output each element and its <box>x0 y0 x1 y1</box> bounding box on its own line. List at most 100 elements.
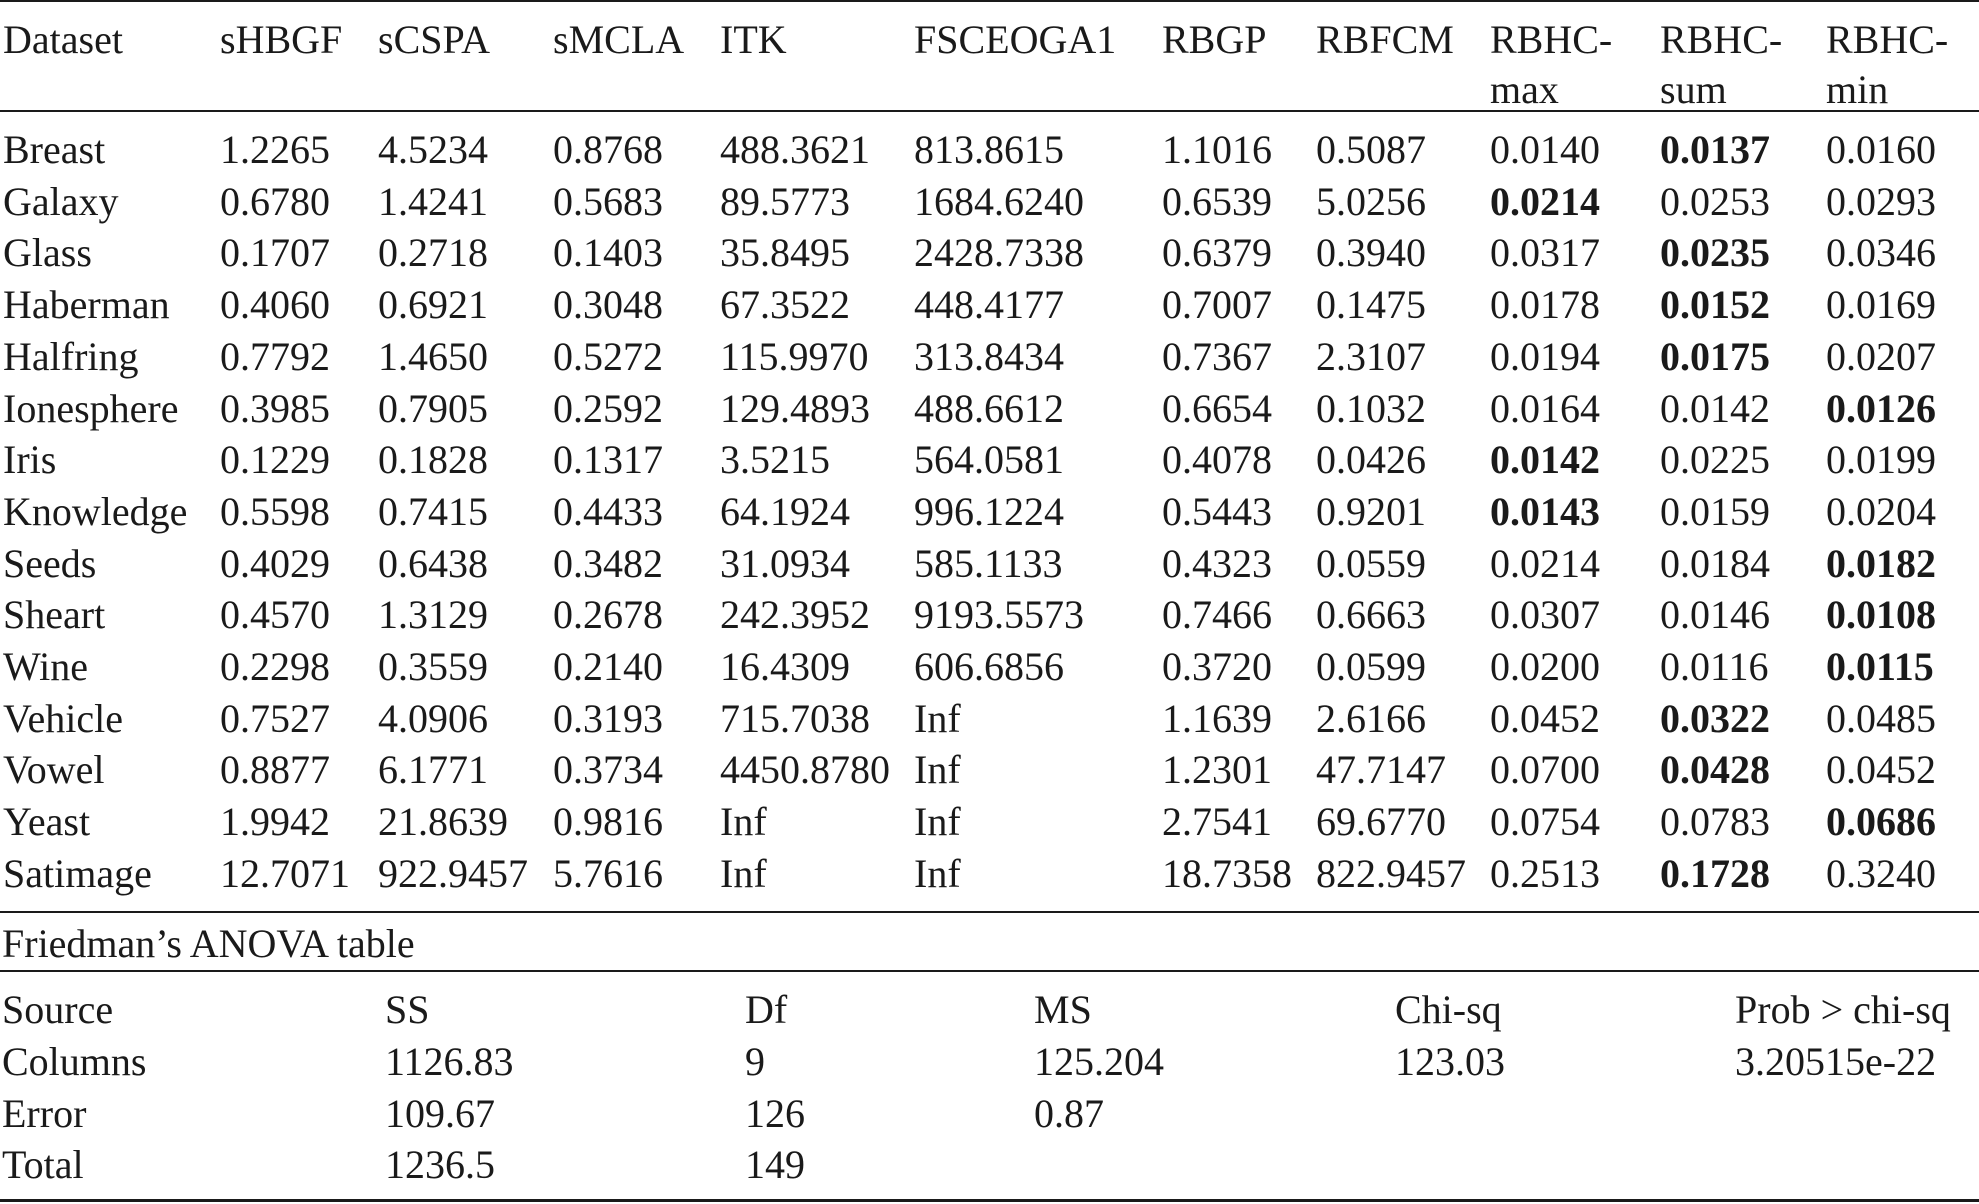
table-cell: 0.0194 <box>1490 333 1600 379</box>
anova-cell: 109.67 <box>385 1090 495 1136</box>
table-cell: 0.7905 <box>378 385 488 431</box>
table-cell: 0.3734 <box>553 747 663 793</box>
table-cell: 822.9457 <box>1316 850 1466 896</box>
best-value-cell: 0.0152 <box>1660 282 1770 328</box>
table-rule-3 <box>0 970 1979 972</box>
table-cell: 115.9970 <box>720 333 869 379</box>
anova-source: Total <box>2 1142 84 1187</box>
table-cell: 0.9201 <box>1316 488 1426 534</box>
table-cell: 0.8877 <box>220 747 330 793</box>
table-cell: 0.4323 <box>1162 540 1272 586</box>
table-cell: 1.2301 <box>1162 747 1272 793</box>
table-cell: 0.4433 <box>553 488 663 534</box>
dataset-name: Wine <box>3 644 89 689</box>
table-cell: 715.7038 <box>720 695 870 741</box>
table-cell: 2.6166 <box>1316 695 1426 741</box>
table-cell: 0.0178 <box>1490 282 1600 328</box>
table-cell: 0.3940 <box>1316 230 1426 276</box>
table-cell: 0.7415 <box>378 488 488 534</box>
column-header: sum <box>1660 67 1727 112</box>
best-value-cell: 0.0182 <box>1826 540 1936 586</box>
table-cell: 1684.6240 <box>914 178 1084 224</box>
table-cell: 564.0581 <box>914 437 1064 483</box>
table-cell: 2.7541 <box>1162 799 1272 845</box>
best-value-cell: 0.0235 <box>1660 230 1770 276</box>
table-cell: 0.0783 <box>1660 799 1770 845</box>
table-cell: 0.0184 <box>1660 540 1770 586</box>
table-cell: 0.7466 <box>1162 592 1272 638</box>
dataset-name: Breast <box>3 127 106 172</box>
column-header: sMCLA <box>553 17 685 62</box>
anova-cell: 9 <box>745 1039 765 1084</box>
table-cell: 89.5773 <box>720 178 850 224</box>
table-cell: 0.4570 <box>220 592 330 638</box>
anova-cell: 126 <box>745 1090 805 1136</box>
table-cell: 1.1016 <box>1162 127 1272 172</box>
table-cell: 4.0906 <box>378 695 488 741</box>
table-cell: 18.7358 <box>1162 850 1292 896</box>
table-rule-1 <box>0 110 1979 112</box>
table-cell: 0.0169 <box>1826 282 1936 328</box>
best-value-cell: 0.0126 <box>1826 385 1936 431</box>
table-cell: 0.7367 <box>1162 333 1272 379</box>
table-cell: 0.0253 <box>1660 178 1770 224</box>
column-header: min <box>1826 67 1889 112</box>
anova-header: Prob > chi-sq <box>1735 987 1951 1032</box>
column-header: sHBGF <box>220 17 343 62</box>
dataset-name: Vowel <box>3 747 105 793</box>
best-value-cell: 0.0142 <box>1490 437 1600 483</box>
table-rule-4 <box>0 1199 1979 1202</box>
table-cell: 0.6663 <box>1316 592 1426 638</box>
table-cell: 1.2265 <box>220 127 330 172</box>
table-cell: 1.9942 <box>220 799 330 845</box>
table-cell: 0.0754 <box>1490 799 1600 845</box>
table-cell: 0.6438 <box>378 540 488 586</box>
table-cell: 0.2592 <box>553 385 663 431</box>
table-cell: 0.0225 <box>1660 437 1770 483</box>
table-cell: 488.3621 <box>720 127 870 172</box>
anova-header: Df <box>745 987 788 1032</box>
dataset-name: Iris <box>3 437 57 483</box>
table-cell: 0.4078 <box>1162 437 1272 483</box>
table-cell: 0.3985 <box>220 385 330 431</box>
table-cell: 0.6539 <box>1162 178 1272 224</box>
table-cell: 0.1707 <box>220 230 330 276</box>
best-value-cell: 0.0214 <box>1490 178 1600 224</box>
table-cell: 0.2718 <box>378 230 488 276</box>
table-cell: 922.9457 <box>378 850 528 896</box>
table-cell: 0.2140 <box>553 644 663 689</box>
table-cell: 31.0934 <box>720 540 850 586</box>
dataset-name: Vehicle <box>3 695 123 741</box>
table-cell: 0.0142 <box>1660 385 1770 431</box>
table-cell: 3.5215 <box>720 437 830 483</box>
table-cell: 0.3720 <box>1162 644 1272 689</box>
anova-source: Columns <box>2 1039 147 1084</box>
table-cell: Inf <box>914 695 961 741</box>
table-cell: 69.6770 <box>1316 799 1446 845</box>
table-cell: Inf <box>914 850 961 896</box>
dataset-name: Haberman <box>3 282 170 328</box>
anova-cell: 149 <box>745 1142 805 1187</box>
table-cell: 129.4893 <box>720 385 870 431</box>
table-cell: 0.0700 <box>1490 747 1600 793</box>
table-cell: 0.3193 <box>553 695 663 741</box>
best-value-cell: 0.0137 <box>1660 127 1770 172</box>
anova-header: Source <box>2 987 114 1032</box>
table-cell: 47.7147 <box>1316 747 1446 793</box>
table-cell: 0.8768 <box>553 127 663 172</box>
table-cell: 0.1828 <box>378 437 488 483</box>
dataset-name: Sheart <box>3 592 106 638</box>
table-cell: 0.1229 <box>220 437 330 483</box>
dataset-name: Glass <box>3 230 92 276</box>
table-cell: 21.8639 <box>378 799 508 845</box>
anova-cell: 123.03 <box>1395 1039 1505 1084</box>
table-cell: 0.5598 <box>220 488 330 534</box>
table-cell: 0.7792 <box>220 333 330 379</box>
table-cell: 0.0307 <box>1490 592 1600 638</box>
table-cell: 0.0452 <box>1490 695 1600 741</box>
column-header: RBGP <box>1162 17 1267 62</box>
table-cell: 996.1224 <box>914 488 1064 534</box>
table-cell: 67.3522 <box>720 282 850 328</box>
table-cell: 448.4177 <box>914 282 1064 328</box>
column-header: RBHC- <box>1826 17 1949 62</box>
